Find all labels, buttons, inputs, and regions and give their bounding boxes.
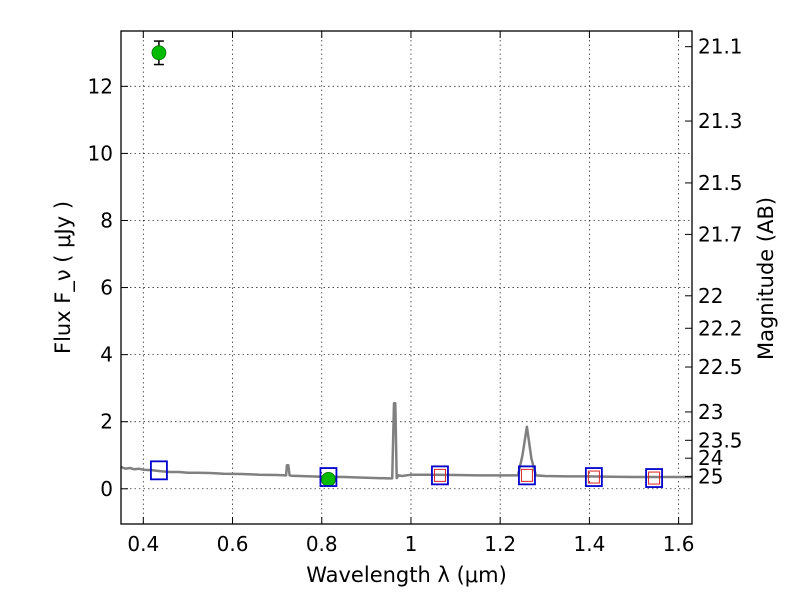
blue-square-marker [584, 467, 603, 487]
plot-frame [120, 30, 693, 525]
plot-area [120, 40, 692, 488]
red-square-marker [648, 471, 661, 485]
x-tick-label: 1.4 [573, 532, 605, 556]
x-tick-label: 0.4 [127, 532, 159, 556]
y-tick-label: 6 [100, 276, 113, 300]
y-tick-label: 12 [88, 74, 113, 98]
axis-ticks: 0.4 0.6 0.8 1 1.2 1.4 1.602468101221.121.321.5… [88, 31, 743, 556]
mag-tick-label: 21.1 [698, 35, 743, 59]
mag-tick-label: 23.5 [698, 428, 743, 452]
mag-tick-label: 21.5 [698, 171, 743, 195]
spectrum-line [120, 402, 692, 480]
blue-square-marker [150, 460, 168, 481]
mag-tick-label: 24 [698, 446, 723, 470]
blue-square-marker [319, 467, 338, 487]
x-tick-label: 1.2 [484, 532, 516, 556]
mag-tick-label: 21.7 [698, 222, 743, 246]
y-tick-label: 4 [100, 343, 113, 367]
y-tick-label: 10 [88, 141, 113, 165]
blue-square-marker [645, 468, 663, 488]
mag-tick-label: 23 [698, 400, 723, 424]
right-axis-label: Magnitude (AB) [754, 197, 778, 360]
x-axis-label: Wavelength λ (μm) [306, 563, 507, 587]
x-tick-label: 0.8 [306, 532, 338, 556]
x-tick-label: 0.6 [217, 532, 249, 556]
mag-tick-label: 21.3 [698, 109, 743, 133]
red-square-marker [433, 468, 446, 482]
green-point-marker [151, 45, 167, 61]
y-tick-label: 0 [100, 477, 113, 501]
y-tick-label: 2 [100, 410, 113, 434]
y-tick-label: 8 [100, 208, 113, 232]
mag-tick-label: 22.5 [698, 355, 743, 379]
blue-square-marker [518, 465, 536, 486]
red-square-marker [520, 468, 533, 482]
y-axis-label: Flux F_ν ( μJy ) [51, 201, 76, 354]
mag-tick-label: 22.2 [698, 316, 743, 340]
x-tick-label: 1 [405, 532, 418, 556]
grid [121, 31, 692, 524]
red-square-marker [587, 470, 600, 484]
green-point-marker [321, 471, 336, 487]
x-tick-label: 1.6 [663, 532, 695, 556]
mag-tick-label: 22 [698, 284, 723, 308]
blue-square-marker [431, 465, 449, 486]
mag-tick-label: 25 [698, 465, 723, 489]
